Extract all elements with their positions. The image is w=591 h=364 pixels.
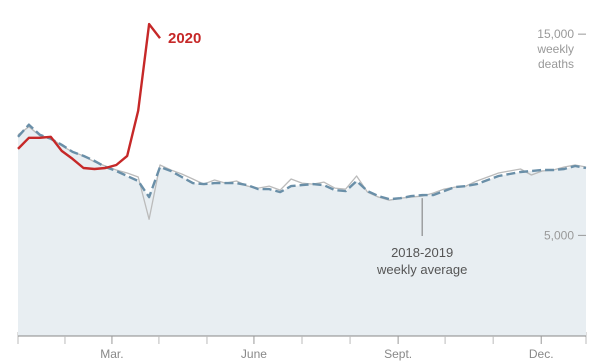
x-tick-label: June xyxy=(241,347,267,361)
annotations: 2020 2018-2019 weekly average xyxy=(168,30,467,277)
y-tick-label: 5,000 xyxy=(544,228,574,242)
x-tick-label: Mar. xyxy=(100,347,123,361)
x-tick-label: Dec. xyxy=(529,347,554,361)
x-tick-label: Sept. xyxy=(384,347,412,361)
series-lines xyxy=(17,22,587,220)
x-axis-ticks: Mar. June Sept. Dec. xyxy=(64,336,554,361)
y-unit-label: deaths xyxy=(538,57,574,71)
y-tick-label: 15,000 xyxy=(537,27,574,41)
average-area-fill xyxy=(18,124,586,336)
average-annotation-label: weekly average xyxy=(376,262,467,277)
series-label-2020: 2020 xyxy=(168,30,201,47)
y-unit-label: weekly xyxy=(536,42,574,56)
series-line-2020 xyxy=(17,22,161,171)
average-annotation-label: 2018-2019 xyxy=(391,245,453,260)
series-line-weekly-average xyxy=(17,123,587,201)
